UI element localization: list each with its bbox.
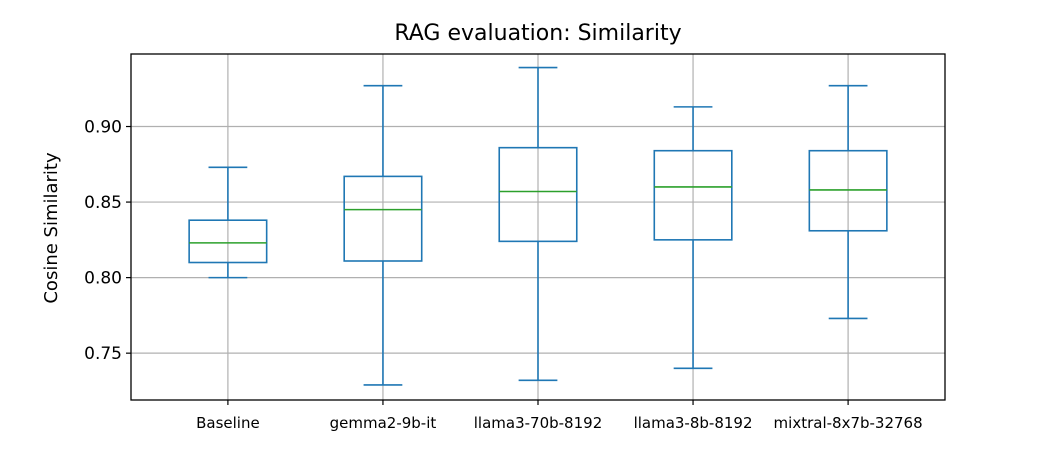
box-gemma2-9b-it: [343, 84, 423, 386]
box-series: [188, 66, 888, 386]
iqr-box: [653, 149, 733, 241]
y-tick-label: 0.90: [84, 118, 122, 138]
x-tick-label: mixtral-8x7b-32768: [774, 414, 923, 432]
y-tick-label: 0.80: [84, 269, 122, 289]
y-tick-label: 0.75: [84, 344, 122, 364]
box-Baseline: [188, 166, 268, 279]
y-tick-label: 0.85: [84, 193, 122, 213]
axes: 0.75 0.80 0.85 0.90 Baseline gemma2-9b-it llam…: [84, 118, 923, 432]
y-axis-label: Cosine Similarity: [41, 152, 62, 304]
box-llama3-70b-8192: [498, 66, 578, 382]
plot-frame: [130, 53, 946, 401]
iqr-box: [343, 175, 423, 262]
box-mixtral-8x7b-32768: [808, 84, 888, 320]
iqr-box: [498, 146, 578, 243]
x-tick-label: llama3-8b-8192: [634, 414, 753, 432]
x-tick-label: gemma2-9b-it: [330, 414, 437, 432]
box-llama3-8b-8192: [653, 106, 733, 370]
iqr-box: [188, 219, 268, 264]
chart-title: RAG evaluation: Similarity: [394, 21, 681, 46]
x-tick-label: llama3-70b-8192: [474, 414, 602, 432]
x-tick-label: Baseline: [196, 414, 260, 432]
